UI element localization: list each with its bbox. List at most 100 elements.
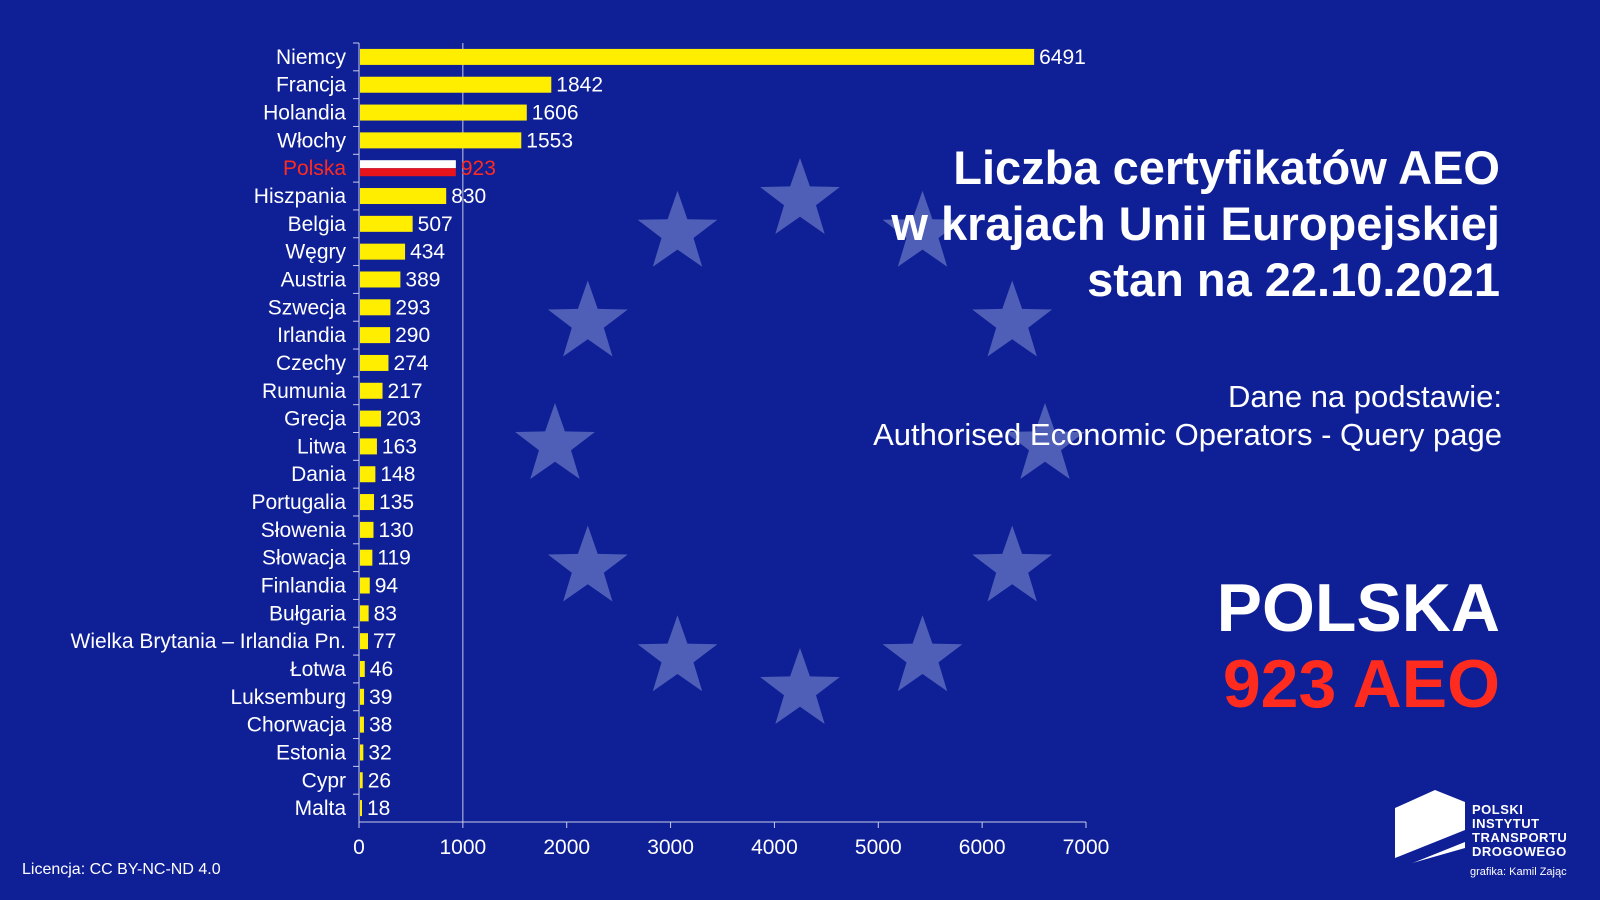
eu-star-icon <box>547 280 628 357</box>
data-label: 1553 <box>526 129 573 152</box>
category-label: Czechy <box>276 352 347 375</box>
eu-star-icon <box>637 190 718 267</box>
data-label: 18 <box>367 797 390 820</box>
bar <box>360 48 1035 65</box>
category-label: Szwecja <box>268 296 347 319</box>
data-label: 83 <box>374 602 397 625</box>
eu-star-icon <box>760 648 840 724</box>
category-label: Rumunia <box>262 380 346 403</box>
x-tick-label: 0 <box>353 836 365 859</box>
category-label: Hiszpania <box>254 185 347 208</box>
data-label: 217 <box>388 380 423 403</box>
data-label: 135 <box>379 491 414 514</box>
x-tick-label: 7000 <box>1063 836 1110 859</box>
data-label: 434 <box>410 241 445 264</box>
bar <box>360 410 382 427</box>
data-label: 94 <box>375 575 399 598</box>
bar <box>360 660 365 677</box>
bar <box>360 299 391 316</box>
data-label: 1842 <box>556 74 603 97</box>
bar <box>360 132 522 149</box>
data-label: 389 <box>405 268 440 291</box>
category-label: Wielka Brytania – Irlandia Pn. <box>71 630 346 653</box>
bar <box>360 633 368 650</box>
category-label: Słowenia <box>261 519 347 542</box>
bar <box>360 716 364 733</box>
category-label: Słowacja <box>262 547 346 570</box>
category-label: Polska <box>283 157 346 180</box>
bar <box>360 104 527 121</box>
bar <box>360 744 364 761</box>
category-label: Chorwacja <box>247 714 347 737</box>
eu-star-icon <box>637 615 718 692</box>
category-label: Łotwa <box>290 658 346 681</box>
data-label: 26 <box>368 769 391 792</box>
data-label: 274 <box>393 352 428 375</box>
source-line-2: Authorised Economic Operators - Query pa… <box>873 417 1502 452</box>
category-label: Francja <box>276 74 346 97</box>
highlight-country: POLSKA <box>1216 570 1500 646</box>
eu-star-icon <box>547 525 628 602</box>
data-label: 507 <box>418 213 453 236</box>
bar <box>360 382 383 399</box>
source-line-1: Dane na podstawie: <box>1227 379 1502 414</box>
chart-title: Liczba certyfikatów AEO w krajach Unii E… <box>740 140 1500 308</box>
eu-star-icon <box>760 158 840 234</box>
bar <box>360 521 374 538</box>
category-label: Malta <box>295 797 347 820</box>
data-label: 293 <box>395 296 430 319</box>
category-label: Litwa <box>297 435 346 458</box>
logo-line-1: POLSKI <box>1472 802 1524 817</box>
title-line-2: w krajach Unii Europejskiej <box>891 197 1500 250</box>
bar <box>360 772 363 789</box>
category-label: Luksemburg <box>230 686 346 709</box>
category-label: Cypr <box>302 769 346 792</box>
bar <box>360 466 376 483</box>
bar <box>360 688 365 705</box>
bar <box>360 438 377 455</box>
category-label: Węgry <box>285 241 346 264</box>
bar <box>360 271 401 288</box>
bar <box>360 188 447 205</box>
category-label: Grecja <box>284 408 346 431</box>
eu-star-icon <box>972 525 1053 602</box>
x-tick-label: 1000 <box>439 836 486 859</box>
data-label: 923 <box>461 157 496 180</box>
highlight-value: 923 AEO <box>1222 646 1500 722</box>
bar <box>360 243 406 260</box>
eu-star-icon <box>882 615 963 692</box>
eu-star-icon <box>882 190 963 267</box>
poland-highlight: POLSKA 923 AEO <box>900 570 1500 722</box>
data-label: 130 <box>379 519 414 542</box>
data-label: 6491 <box>1039 46 1086 69</box>
bar <box>360 577 370 594</box>
data-label: 38 <box>369 714 392 737</box>
category-label: Estonia <box>276 741 346 764</box>
category-label: Portugalia <box>251 491 346 514</box>
bar-polska-red <box>360 168 456 177</box>
data-label: 203 <box>386 408 421 431</box>
eu-stars-decoration <box>515 158 1085 724</box>
x-tick-label: 3000 <box>647 836 694 859</box>
category-label: Bułgaria <box>269 602 346 625</box>
data-label: 1606 <box>532 102 579 125</box>
category-label: Niemcy <box>276 46 347 69</box>
category-label: Belgia <box>288 213 347 236</box>
data-source-note: Dane na podstawie: Authorised Economic O… <box>742 378 1502 454</box>
eu-star-icon <box>515 403 595 479</box>
data-label: 290 <box>395 324 430 347</box>
x-tick-label: 6000 <box>959 836 1006 859</box>
data-label: 163 <box>382 435 417 458</box>
bar <box>360 76 552 93</box>
category-label: Dania <box>291 463 346 486</box>
data-label: 119 <box>377 547 410 570</box>
data-label: 77 <box>373 630 396 653</box>
pitd-logo-icon <box>1395 790 1465 870</box>
bar <box>360 800 362 817</box>
license-text: Licencja: CC BY-NC-ND 4.0 <box>22 861 221 878</box>
x-tick-label: 4000 <box>751 836 798 859</box>
eu-star-icon <box>1005 403 1085 479</box>
category-label: Holandia <box>263 102 346 125</box>
bar-polska-white <box>360 160 456 169</box>
